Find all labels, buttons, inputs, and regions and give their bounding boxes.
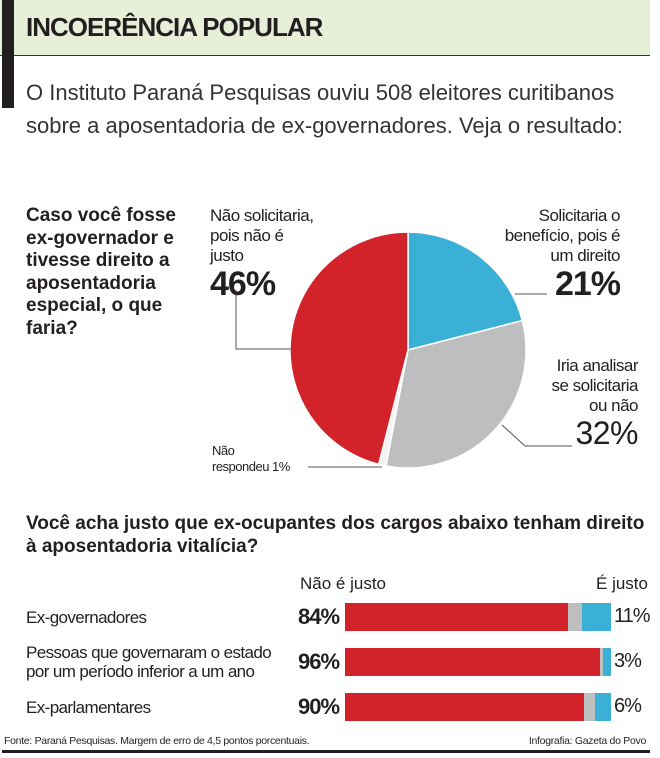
bar-segment-1: [600, 648, 604, 676]
label-line: Iria analisar: [556, 356, 639, 375]
pie-value-no: 46%: [210, 265, 276, 303]
pie-label-nr: Não respondeu 1%: [212, 443, 290, 475]
bar-segment-1: [584, 693, 596, 721]
label-line: ou não: [589, 396, 638, 415]
label-line: Ex-governadores: [26, 607, 147, 627]
bar-value-left: 96%: [298, 649, 340, 674]
footer-rule: [2, 750, 650, 753]
bar-segment-2: [581, 603, 611, 631]
label-line: justo: [210, 246, 244, 265]
header-band: [0, 0, 650, 56]
bar-category-label: Ex-parlamentares: [26, 698, 151, 717]
credit-note: Infografia: Gazeta do Povo: [528, 735, 646, 747]
pie-slice-3: [289, 231, 409, 466]
bar-value-right: 11%: [614, 605, 651, 627]
label-line: Solicitaria o: [538, 206, 621, 225]
header-accent-bar: [2, 0, 14, 108]
bar-segment-0: [345, 648, 601, 676]
pie-label-maybe: Iria analisar se solicitaria ou não 32%: [551, 356, 638, 450]
label-line: Ex-parlamentares: [26, 697, 151, 717]
page-title: INCOERÊNCIA POPULAR: [26, 12, 323, 42]
bar-value-right: 6%: [614, 695, 642, 717]
bar-value-left: 90%: [298, 694, 340, 719]
pie-value-maybe: 32%: [575, 415, 638, 451]
intro-text: O Instituto Paraná Pesquisas ouviu 508 e…: [26, 80, 623, 138]
col-header-left: Não é justo: [300, 574, 386, 593]
label-line: pois não é: [210, 226, 284, 245]
bar-segment-2: [595, 693, 611, 721]
label-line: Não solicitaria,: [210, 206, 314, 225]
pie-question: Caso você fosse ex-governador e tivesse …: [26, 205, 176, 339]
label-line: benefício, pois é: [504, 226, 621, 245]
pie-slice-1: [385, 319, 527, 469]
bar-segment-0: [345, 603, 569, 631]
pie-value-yes: 21%: [554, 265, 621, 303]
col-header-right: É justo: [596, 574, 648, 593]
pie-slice-0: [407, 231, 524, 351]
pie-label-no: Não solicitaria, pois não é justo 46%: [210, 206, 314, 302]
bar-category-label: Ex-governadores: [26, 607, 147, 627]
label-line: Pessoas que governaram o estado: [26, 643, 272, 662]
bar-value-left: 84%: [298, 604, 340, 629]
bar-value-right: 3%: [614, 650, 642, 672]
label-line: se solicitaria: [551, 376, 638, 395]
bar-segment-2: [603, 648, 611, 676]
bar-question: Você acha justo que ex-ocupantes dos car…: [26, 513, 645, 557]
bar-segment-1: [568, 603, 582, 631]
pie-chart: [235, 231, 572, 469]
bar-segment-0: [345, 693, 585, 721]
source-note: Fonte: Paraná Pesquisas. Margem de erro …: [4, 735, 310, 747]
pie-label-yes: Solicitaria o benefício, pois é um direi…: [504, 206, 621, 303]
leader-line-no: [235, 290, 292, 350]
label-line: Não: [212, 443, 235, 458]
label-line: respondeu 1%: [212, 459, 290, 474]
leader-line-maybe: [501, 424, 572, 447]
bar-category-label: Pessoas que governaram o estado por um pe…: [26, 643, 272, 681]
label-line: por um período inferior a um ano: [26, 662, 255, 681]
label-line: um direito: [550, 246, 620, 265]
